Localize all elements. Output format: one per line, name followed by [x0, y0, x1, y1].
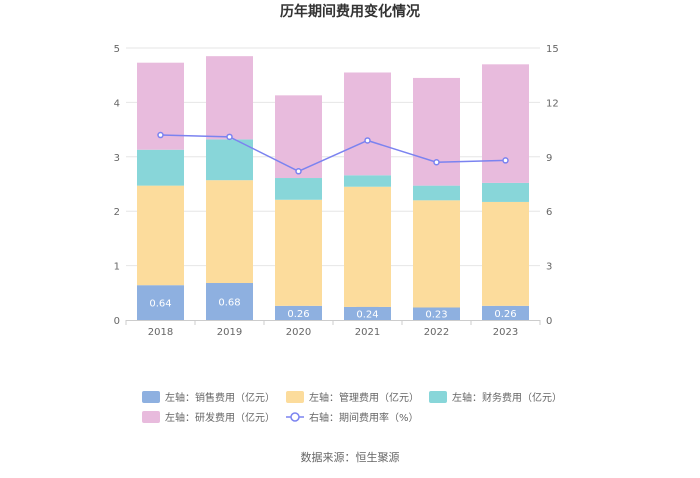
- legend-swatch: [429, 391, 447, 403]
- data-label: 0.24: [356, 309, 378, 320]
- data-label-bg: [493, 305, 518, 319]
- y-left-tick-label: 4: [114, 98, 120, 109]
- bar-segment: [137, 149, 184, 186]
- chart-title: 历年期间费用变化情况: [280, 3, 420, 20]
- bar-segment: [344, 175, 391, 187]
- data-label: 0.68: [218, 298, 240, 309]
- data-label-bg: [286, 305, 311, 319]
- bar-segment: [206, 56, 253, 140]
- line-point: [295, 168, 302, 175]
- legend-label: 左轴：财务费用（亿元）: [452, 391, 562, 404]
- line-point: [433, 158, 440, 166]
- rate-line: [157, 131, 509, 175]
- bar-segment: [344, 72, 391, 176]
- data-label: 0.26: [287, 309, 309, 320]
- bars: 0.64 0.68 0.26 0.24 0.23 0.26: [137, 56, 529, 321]
- y-left-tick-label: 0: [114, 316, 120, 327]
- bar-segment: [413, 200, 460, 308]
- bar-segment: [137, 185, 184, 286]
- legend: 左轴：销售费用（亿元） 左轴：管理费用（亿元） 左轴：财务费用（亿元） 左轴：研发费用…: [142, 391, 562, 424]
- y-right-tick-label: 12: [546, 98, 559, 109]
- legend-label: 左轴：管理费用（亿元）: [309, 391, 419, 404]
- y-left-tick-label: 2: [114, 207, 120, 218]
- y-right-tick-label: 9: [546, 153, 552, 164]
- bar-segment: [482, 201, 529, 306]
- legend-label: 右轴：期间费用率（%）: [309, 411, 419, 424]
- line-point: [502, 157, 509, 164]
- x-tick-label: 2019: [217, 327, 242, 338]
- data-label-bg: [355, 306, 380, 320]
- x-tick-label: 2021: [355, 327, 380, 338]
- y-left-tick-label: 1: [114, 262, 120, 273]
- legend-swatch: [142, 391, 160, 403]
- bar-segment: [482, 182, 529, 202]
- line-point: [157, 131, 164, 139]
- line-point: [226, 133, 233, 141]
- x-tick-label: 2023: [493, 327, 518, 338]
- bar-segment: [275, 199, 322, 306]
- data-label: 0.26: [494, 309, 516, 320]
- x-tick-label: 2022: [424, 327, 449, 338]
- data-label: 0.23: [425, 310, 447, 321]
- data-label-bg: [217, 294, 242, 308]
- bar-segment: [413, 185, 460, 201]
- data-label-bg: [424, 306, 449, 320]
- bar-segment: [206, 139, 253, 181]
- legend-swatch-marker: [290, 412, 300, 422]
- y-right-tick-label: 0: [546, 316, 552, 327]
- y-right-tick-label: 15: [546, 44, 559, 55]
- legend-swatch: [286, 391, 304, 403]
- legend-label: 左轴：销售费用（亿元）: [165, 391, 275, 404]
- x-tick-label: 2018: [148, 327, 173, 338]
- bar-segment: [413, 77, 460, 186]
- bar-segment: [275, 95, 322, 179]
- bar-segment: [482, 64, 529, 183]
- gridlines: [126, 47, 540, 267]
- legend-swatch: [142, 411, 160, 423]
- data-label: 0.64: [149, 299, 171, 310]
- y-right-tick-label: 3: [546, 262, 552, 273]
- y-left-tick-label: 5: [114, 44, 120, 55]
- line-point: [364, 137, 371, 144]
- bar-segment: [206, 180, 253, 284]
- series-line: [160, 134, 506, 173]
- y-right-tick-label: 6: [546, 207, 552, 218]
- data-source: 数据来源：恒生聚源: [301, 450, 400, 464]
- bar-segment: [344, 186, 391, 307]
- bar-segment: [275, 178, 322, 200]
- x-tick-label: 2020: [286, 327, 311, 338]
- y-left-tick-label: 3: [114, 153, 120, 164]
- data-label-bg: [148, 295, 173, 309]
- legend-label: 左轴：研发费用（亿元）: [165, 411, 275, 424]
